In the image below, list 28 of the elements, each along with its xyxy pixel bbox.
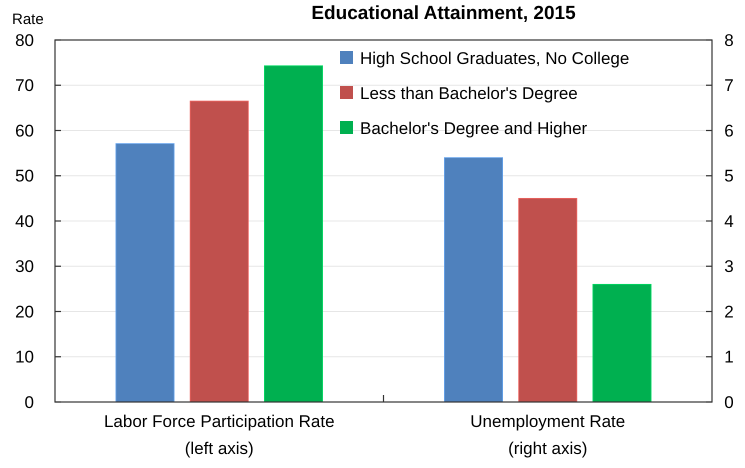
legend-label: High School Graduates, No College xyxy=(360,48,630,68)
y2-tick-label: 6 xyxy=(724,121,734,140)
legend-label: Bachelor's Degree and Higher xyxy=(360,118,588,138)
y2-tick-label: 2 xyxy=(724,302,734,322)
y2-tick-label: 8 xyxy=(724,30,734,50)
y-tick-label: 80 xyxy=(15,30,34,50)
y-tick-label: 20 xyxy=(15,302,34,322)
y-tick-label: 50 xyxy=(15,166,34,186)
legend-label: Less than Bachelor's Degree xyxy=(360,84,578,103)
y-tick-label: 40 xyxy=(15,212,34,231)
y2-tick-label: 5 xyxy=(724,166,734,186)
x-tick-label: Unemployment Rate (right axis) xyxy=(470,412,626,458)
y-tick-label: 0 xyxy=(24,392,34,412)
y2-tick-label: 4 xyxy=(724,212,734,231)
bar xyxy=(116,143,174,402)
y-tick-label: 10 xyxy=(15,348,34,367)
y-tick-label: 30 xyxy=(15,257,34,276)
y-tick-label: 70 xyxy=(15,76,34,96)
y2-tick-label: 0 xyxy=(724,392,734,412)
x-tick-label: Labor Force Participation Rate (left axis) xyxy=(104,412,335,458)
chart-title: Educational Attainment, 2015 xyxy=(311,3,576,24)
y-tick-label: 60 xyxy=(15,121,34,140)
y2-tick-label: 3 xyxy=(724,257,734,276)
bar xyxy=(190,100,249,402)
y-axis-title: Rate xyxy=(12,11,44,28)
y2-tick-label: 1 xyxy=(724,348,734,367)
bar xyxy=(264,65,323,402)
y2-tick-label: 7 xyxy=(724,76,734,96)
